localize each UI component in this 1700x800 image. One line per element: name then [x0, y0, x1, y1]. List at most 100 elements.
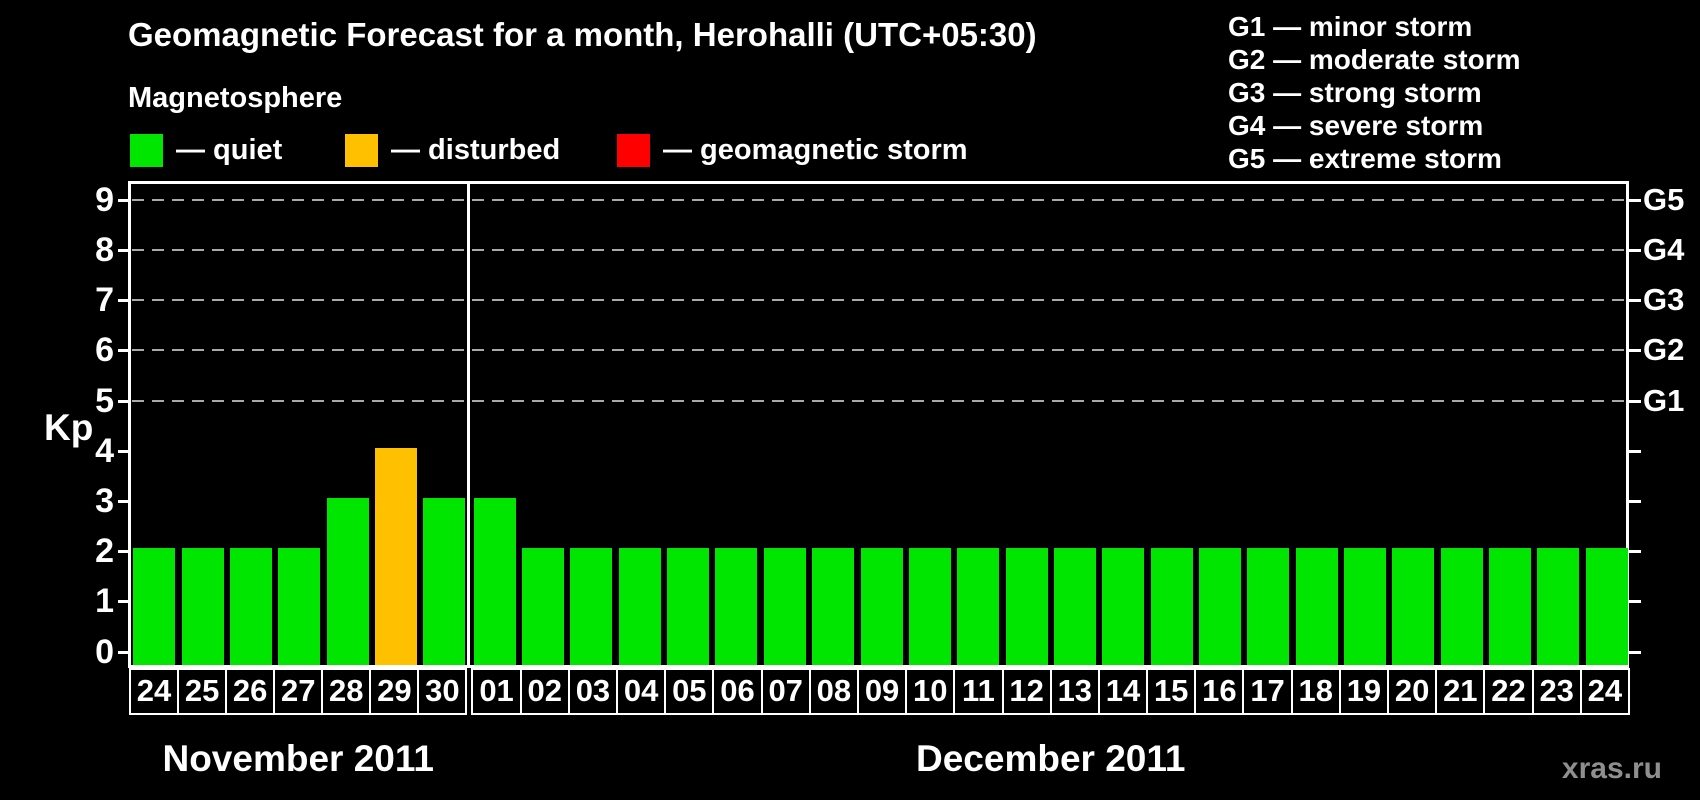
kp-bar-day-08: [812, 548, 855, 665]
day-label: 14: [1097, 668, 1149, 715]
y-axis-tick-label: 8: [95, 231, 114, 270]
kp-bar-day-19: [1344, 548, 1387, 665]
y-axis-tick-label: 9: [95, 180, 114, 219]
y-axis-tick-right: [1629, 499, 1641, 503]
day-label: 06: [712, 668, 763, 715]
y-axis-tick-left: [118, 399, 130, 403]
kp-bar-day-18: [1295, 548, 1338, 665]
storm-color-swatch: [617, 134, 650, 167]
legend-label-quiet: — quiet: [176, 134, 283, 166]
kp-bar-day-20: [1392, 548, 1435, 665]
y-axis-tick-right: [1629, 650, 1641, 654]
legend-item-storm: — geomagnetic storm: [617, 134, 968, 167]
kp-bar-day-03: [570, 548, 613, 665]
kp-bar-day-04: [618, 548, 661, 665]
kp-bar-day-13: [1053, 548, 1096, 665]
y-axis-tick-right: [1629, 349, 1641, 353]
day-label: 13: [1049, 668, 1100, 715]
right-axis-label-g5: G5: [1643, 181, 1685, 217]
day-label: 01: [471, 668, 522, 715]
y-axis-tick-left: [118, 550, 130, 554]
day-label: 19: [1338, 668, 1390, 715]
y-axis-tick-right: [1629, 399, 1641, 403]
day-label: 22: [1483, 668, 1534, 715]
day-label: 28: [321, 668, 372, 715]
kp-bar-day-09: [860, 548, 903, 665]
legend-item-quiet: — quiet: [130, 134, 282, 167]
right-axis-label-g4: G4: [1643, 232, 1685, 268]
g-scale-legend-line: G2 — moderate storm: [1228, 44, 1521, 75]
day-label: 02: [519, 668, 570, 715]
kp-bar-day-24: [133, 548, 176, 665]
kp-bar-day-26: [229, 548, 272, 665]
kp-bar-day-30: [423, 497, 466, 665]
disturbed-color-swatch: [345, 134, 378, 167]
day-label: 10: [905, 668, 956, 715]
y-axis-tick-right: [1629, 299, 1641, 303]
g-scale-legend-line: G5 — extreme storm: [1228, 143, 1502, 174]
kp-bar-day-16: [1198, 548, 1241, 665]
day-label: 17: [1242, 668, 1293, 715]
day-label: 25: [177, 668, 228, 715]
kp-bar-day-05: [667, 548, 710, 665]
y-axis-tick-right: [1629, 550, 1641, 554]
plot-area: [128, 181, 1629, 668]
day-label: 15: [1146, 668, 1197, 715]
g-scale-legend-line: G1 — minor storm: [1228, 11, 1473, 42]
kp-bar-day-01: [473, 497, 516, 665]
kp-bar-day-22: [1489, 548, 1532, 665]
gridline-kp6: [132, 349, 1627, 352]
kp-bar-day-24: [1585, 548, 1628, 665]
day-label: 11: [953, 668, 1004, 715]
y-axis-tick-right: [1629, 249, 1641, 253]
y-axis-tick-left: [118, 600, 130, 604]
y-axis-tick-label: 5: [95, 381, 114, 420]
day-label: 21: [1435, 668, 1486, 715]
y-axis-tick-left: [118, 499, 130, 503]
right-axis-label-g1: G1: [1643, 382, 1685, 418]
day-label: 20: [1387, 668, 1438, 715]
gridline-kp8: [132, 249, 1627, 252]
right-axis-label-g2: G2: [1643, 332, 1685, 368]
day-label: 30: [417, 668, 468, 715]
kp-bar-day-21: [1440, 548, 1483, 665]
kp-bar-day-11: [957, 548, 1000, 665]
day-label: 07: [760, 668, 811, 715]
kp-bar-day-06: [715, 548, 758, 665]
y-axis-tick-label: 7: [95, 281, 114, 320]
y-axis-tick-label: 3: [95, 481, 114, 520]
gridline-kp9: [132, 198, 1627, 201]
y-axis-tick-left: [118, 349, 130, 353]
y-axis-tick-label: 2: [95, 532, 114, 571]
magnetosphere-legend-heading: Magnetosphere: [128, 82, 343, 114]
day-label: 18: [1290, 668, 1341, 715]
month-label: December 2011: [915, 738, 1186, 779]
kp-bar-day-12: [1005, 548, 1048, 665]
gridline-kp5: [132, 399, 1627, 402]
g-scale-legend-line: G3 — strong storm: [1228, 77, 1482, 108]
y-axis-tick-label: 0: [95, 632, 114, 671]
quiet-color-swatch: [130, 134, 163, 167]
legend-item-disturbed: — disturbed: [345, 134, 560, 167]
day-label: 24: [129, 668, 180, 715]
y-axis-tick-left: [118, 449, 130, 453]
day-label: 04: [616, 668, 667, 715]
kp-bar-day-15: [1150, 548, 1193, 665]
kp-bar-day-07: [763, 548, 806, 665]
day-label: 03: [567, 668, 619, 715]
kp-bar-day-02: [522, 548, 565, 665]
kp-bar-day-29: [374, 447, 417, 665]
kp-bar-day-27: [278, 548, 321, 665]
kp-bar-day-23: [1537, 548, 1580, 665]
day-label: 05: [664, 668, 715, 715]
kp-bar-day-28: [326, 497, 369, 665]
right-axis-label-g3: G3: [1643, 282, 1685, 318]
day-label: 26: [225, 668, 276, 715]
gridline-kp7: [132, 299, 1627, 302]
kp-bar-day-14: [1102, 548, 1145, 665]
day-label-band: 01 02 03 04 05 06 07 08 09 10 11 12 13 14 15 16 17 18 19 20…: [471, 668, 1630, 715]
day-label: 08: [808, 668, 859, 715]
day-label: 29: [369, 668, 420, 715]
y-axis-tick-right: [1629, 198, 1641, 202]
